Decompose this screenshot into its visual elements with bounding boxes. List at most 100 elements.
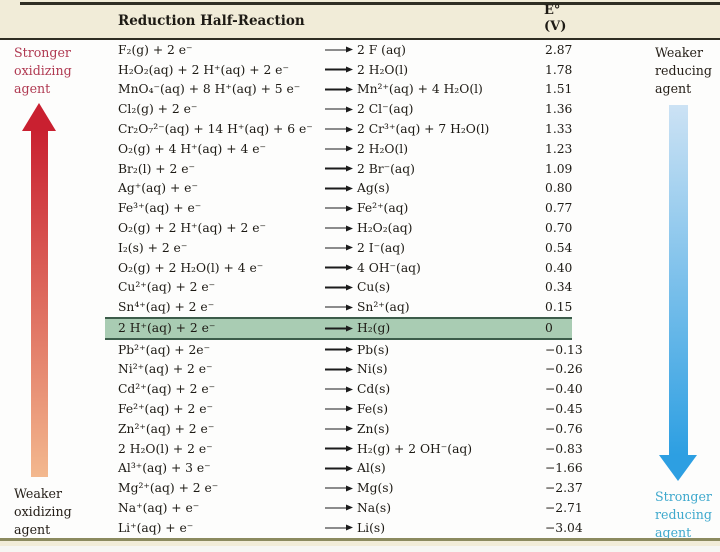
potential-value: −2.37	[545, 481, 583, 496]
reactant-formula: O₂(g) + 4 H⁺(aq) + 4 e⁻	[118, 141, 266, 156]
reactant-formula: Cr₂O₇²⁻(aq) + 14 H⁺(aq) + 6 e⁻	[118, 122, 313, 137]
potential-value: −2.71	[545, 500, 583, 515]
product-formula: Mg(s)	[357, 481, 394, 496]
product-formula: 2 H₂O(l)	[357, 62, 408, 77]
top-rule	[20, 2, 720, 5]
table-row: Cu²⁺(aq) + 2 e⁻ Cu(s) 0.34	[0, 278, 720, 298]
reactant-formula: Pb²⁺(aq) + 2e⁻	[118, 342, 211, 357]
reactant-formula: Cd²⁺(aq) + 2 e⁻	[118, 382, 216, 397]
table-row: 2 H⁺(aq) + 2 e⁻ H₂(g) 0	[0, 317, 720, 340]
table-row: Ni²⁺(aq) + 2 e⁻ Ni(s) −0.26	[0, 359, 720, 379]
table-row: Fe³⁺(aq) + e⁻ Fe²⁺(aq) 0.77	[0, 198, 720, 218]
table-row: Cr₂O₇²⁻(aq) + 14 H⁺(aq) + 6 e⁻ 2 Cr³⁺(aq…	[0, 119, 720, 139]
potential-value: 0.15	[545, 300, 573, 315]
potential-value: 2.87	[545, 42, 573, 57]
product-formula: 2 I⁻(aq)	[357, 240, 405, 255]
product-formula: 2 F (aq)	[357, 42, 406, 57]
yields-arrow-icon	[325, 484, 353, 493]
bottom-beige-strip	[0, 540, 720, 547]
bottom-rule	[0, 538, 720, 541]
bottom-gray-strip	[0, 546, 720, 552]
reactant-formula: 2 H₂O(l) + 2 e⁻	[118, 441, 213, 456]
potential-value: −0.45	[545, 401, 583, 416]
yields-arrow-icon	[325, 324, 353, 333]
potential-value: 0.54	[545, 240, 573, 255]
weaker-reducing-agent-label: Weaker reducing agent	[655, 45, 712, 96]
product-formula: H₂O₂(aq)	[357, 221, 413, 236]
stronger-oxidizing-agent-label: Stronger oxidizing agent	[14, 45, 72, 96]
potential-value: 0.80	[545, 181, 573, 196]
product-formula: 4 OH⁻(aq)	[357, 260, 421, 275]
table-row: H₂O₂(aq) + 2 H⁺(aq) + 2 e⁻ 2 H₂O(l) 1.78	[0, 60, 720, 80]
table-body: F₂(g) + 2 e⁻ 2 F (aq) 2.87 H₂O₂(aq) + 2 …	[0, 40, 720, 538]
reactant-formula: Na⁺(aq) + e⁻	[118, 500, 200, 515]
potential-value: 0.70	[545, 221, 573, 236]
potential-value: −0.13	[545, 342, 583, 357]
table-header-band	[0, 0, 720, 40]
product-formula: Pb(s)	[357, 342, 390, 357]
yields-arrow-icon	[325, 523, 353, 532]
yields-arrow-icon	[325, 65, 353, 74]
up-arrow-shaft	[30, 130, 48, 477]
reactant-formula: I₂(s) + 2 e⁻	[118, 240, 188, 255]
yields-arrow-icon	[325, 365, 353, 374]
reducing-strength-down-arrow-icon	[659, 105, 697, 481]
yields-arrow-icon	[325, 184, 353, 193]
product-formula: Na(s)	[357, 500, 391, 515]
product-formula: Ag(s)	[357, 181, 390, 196]
yields-arrow-icon	[325, 144, 353, 153]
table-row: O₂(g) + 2 H₂O(l) + 4 e⁻ 4 OH⁻(aq) 0.40	[0, 258, 720, 278]
reactant-formula: Cl₂(g) + 2 e⁻	[118, 102, 198, 117]
stronger-reducing-agent-label: Stronger reducing agent	[655, 489, 712, 540]
yields-arrow-icon	[325, 243, 353, 252]
reactant-formula: Li⁺(aq) + e⁻	[118, 520, 194, 535]
potential-value: −0.83	[545, 441, 583, 456]
reactant-formula: Ni²⁺(aq) + 2 e⁻	[118, 362, 213, 377]
potential-value: 1.23	[545, 141, 573, 156]
table-row: Li⁺(aq) + e⁻ Li(s) −3.04	[0, 518, 720, 538]
table-row: Mg²⁺(aq) + 2 e⁻ Mg(s) −2.37	[0, 478, 720, 498]
oxidizing-strength-up-arrow-icon	[22, 103, 56, 478]
potential-column-header-symbol: E°	[544, 3, 561, 18]
reactant-formula: H₂O₂(aq) + 2 H⁺(aq) + 2 e⁻	[118, 62, 289, 77]
product-formula: Fe(s)	[357, 401, 389, 416]
yields-arrow-icon	[325, 263, 353, 272]
product-formula: Zn(s)	[357, 421, 390, 436]
reactant-formula: Al³⁺(aq) + 3 e⁻	[118, 461, 211, 476]
potential-value: −0.76	[545, 421, 583, 436]
product-formula: Fe²⁺(aq)	[357, 201, 409, 216]
reactant-formula: Ag⁺(aq) + e⁻	[118, 181, 198, 196]
yields-arrow-icon	[325, 283, 353, 292]
product-formula: Sn²⁺(aq)	[357, 300, 410, 315]
potential-value: −0.26	[545, 362, 583, 377]
table-row: F₂(g) + 2 e⁻ 2 F (aq) 2.87	[0, 40, 720, 60]
yields-arrow-icon	[325, 85, 353, 94]
header-underline-rule	[0, 37, 720, 41]
product-formula: 2 Cr³⁺(aq) + 7 H₂O(l)	[357, 122, 490, 137]
reactant-formula: MnO₄⁻(aq) + 8 H⁺(aq) + 5 e⁻	[118, 82, 301, 97]
potential-value: −3.04	[545, 520, 583, 535]
weaker-oxidizing-agent-label: Weaker oxidizing agent	[14, 486, 72, 537]
reactant-formula: O₂(g) + 2 H⁺(aq) + 2 e⁻	[118, 221, 266, 236]
yields-arrow-icon	[325, 464, 353, 473]
table-row: 2 H₂O(l) + 2 e⁻ H₂(g) + 2 OH⁻(aq) −0.83	[0, 439, 720, 459]
table-row: Cd²⁺(aq) + 2 e⁻ Cd(s) −0.40	[0, 379, 720, 399]
product-formula: H₂(g)	[357, 321, 391, 336]
reactant-formula: Mg²⁺(aq) + 2 e⁻	[118, 481, 219, 496]
yields-arrow-icon	[325, 164, 353, 173]
potential-value: 0	[545, 321, 553, 336]
reactant-formula: Fe³⁺(aq) + e⁻	[118, 201, 202, 216]
reactant-formula: Zn²⁺(aq) + 2 e⁻	[118, 421, 215, 436]
potential-value: −1.66	[545, 461, 583, 476]
product-formula: Mn²⁺(aq) + 4 H₂O(l)	[357, 82, 483, 97]
yields-arrow-icon	[325, 105, 353, 114]
potential-value: 0.77	[545, 201, 573, 216]
table-row: Zn²⁺(aq) + 2 e⁻ Zn(s) −0.76	[0, 419, 720, 439]
potential-value: 1.33	[545, 122, 573, 137]
up-arrowhead	[22, 103, 56, 131]
reactant-formula: Br₂(l) + 2 e⁻	[118, 161, 195, 176]
table-row: Sn⁴⁺(aq) + 2 e⁻ Sn²⁺(aq) 0.15	[0, 297, 720, 317]
yields-arrow-icon	[325, 345, 353, 354]
table-row: Pb²⁺(aq) + 2e⁻ Pb(s) −0.13	[0, 340, 720, 360]
